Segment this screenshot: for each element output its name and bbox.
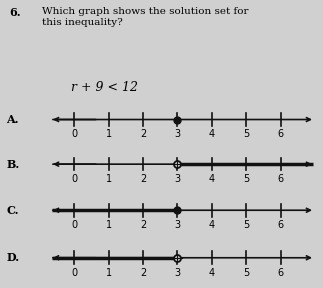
Text: 0: 0 [71,268,77,278]
Text: 4: 4 [209,129,215,139]
Text: 0: 0 [71,220,77,230]
Text: 3: 3 [174,129,181,139]
Text: 3: 3 [174,220,181,230]
Text: 6: 6 [277,174,284,184]
Text: 0: 0 [71,174,77,184]
Text: 1: 1 [106,174,112,184]
Text: 6: 6 [277,268,284,278]
Text: 0: 0 [71,129,77,139]
Text: 3: 3 [174,268,181,278]
Text: A.: A. [6,114,19,125]
Text: 1: 1 [106,129,112,139]
Text: r + 9 < 12: r + 9 < 12 [71,81,138,94]
Text: 5: 5 [243,220,249,230]
Text: 6: 6 [277,129,284,139]
Text: 4: 4 [209,174,215,184]
Text: 6: 6 [277,220,284,230]
Text: B.: B. [6,159,20,170]
Text: Which graph shows the solution set for
this inequality?: Which graph shows the solution set for t… [42,7,248,26]
Text: C.: C. [6,205,19,216]
Text: 2: 2 [140,174,146,184]
Text: 1: 1 [106,220,112,230]
Text: 6.: 6. [10,7,21,18]
Text: 2: 2 [140,220,146,230]
Text: 4: 4 [209,220,215,230]
Text: 5: 5 [243,129,249,139]
Text: 2: 2 [140,268,146,278]
Text: 4: 4 [209,268,215,278]
Text: 1: 1 [106,268,112,278]
Text: 3: 3 [174,174,181,184]
Text: 5: 5 [243,174,249,184]
Text: 5: 5 [243,268,249,278]
Text: 2: 2 [140,129,146,139]
Text: D.: D. [6,252,20,263]
